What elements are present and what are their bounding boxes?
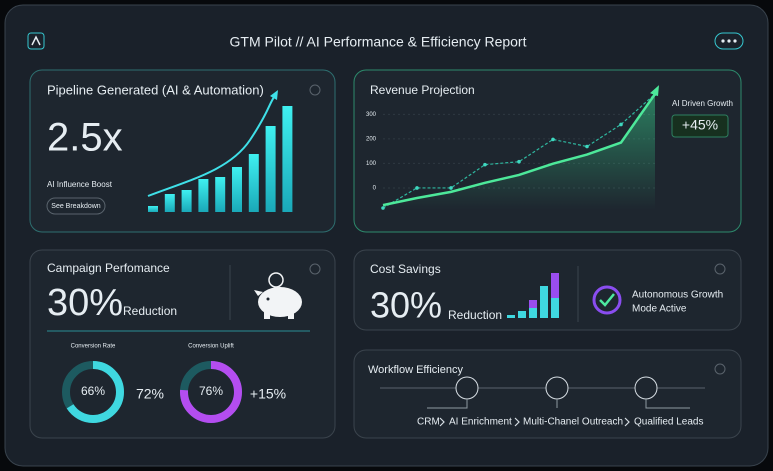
flow-chevrons <box>439 417 630 427</box>
menu-button[interactable] <box>714 32 744 50</box>
point <box>449 186 453 190</box>
y-tick-label: 200 <box>366 136 377 142</box>
bar <box>265 126 276 212</box>
flow-step: Multi-Chanel Outreach <box>523 417 623 428</box>
bar <box>181 190 192 212</box>
flow-step: CRM <box>417 417 440 428</box>
kpi-subtitle: AI Influence Boost <box>47 180 113 189</box>
bar <box>164 194 175 212</box>
status-text: Mode Active <box>632 304 687 315</box>
badge <box>671 114 729 138</box>
donut-arc <box>180 361 242 423</box>
menu-dot <box>727 39 731 43</box>
panel-title: Pipeline Generated (AI & Automation) <box>47 82 264 97</box>
bar <box>198 179 209 212</box>
trend-arrow <box>270 90 278 100</box>
flow-step: Qualified Leads <box>634 417 704 428</box>
donut-value: 66% <box>81 384 105 398</box>
status-text: Autonomous Growth <box>632 290 723 301</box>
bar <box>518 311 526 318</box>
point <box>619 122 623 127</box>
donut-label: Conversion Rate <box>71 344 116 350</box>
bar <box>248 154 259 212</box>
page-title: GTM Pilot // AI Performance & Efficiency… <box>230 34 527 50</box>
line <box>382 93 656 209</box>
bar <box>148 206 158 212</box>
trend-line <box>147 93 277 197</box>
kpi-unit: Reduction <box>123 304 177 318</box>
y-tick-label: 300 <box>366 112 377 118</box>
button[interactable] <box>46 197 106 215</box>
area <box>383 94 655 210</box>
panel-title: Revenue Projection <box>370 83 475 97</box>
donut-arc <box>62 361 124 423</box>
piggy-icon <box>254 272 302 319</box>
donut-value: 76% <box>199 384 223 398</box>
status-ring <box>592 285 622 315</box>
panel-title: Workflow Efficiency <box>368 364 463 376</box>
point <box>381 206 385 210</box>
menu-dot <box>721 39 725 43</box>
badge-value: +45% <box>682 117 718 133</box>
y-tick-label: 0 <box>373 186 377 192</box>
bar <box>215 177 226 212</box>
bar <box>529 308 537 318</box>
kpi-value: 2.5x <box>47 116 123 160</box>
line <box>382 93 657 207</box>
kpi-value: 30% <box>370 285 442 326</box>
info-icons <box>309 84 726 375</box>
bar <box>529 300 537 308</box>
badge-title: AI Driven Growth <box>672 99 733 108</box>
bar <box>540 286 548 318</box>
bar <box>232 167 242 212</box>
point <box>517 159 521 164</box>
point <box>415 186 419 190</box>
kpi-value: 30% <box>47 282 123 324</box>
bar <box>507 315 515 318</box>
flow-nodes <box>455 376 658 400</box>
logo <box>27 32 45 50</box>
flow-connectors <box>427 399 690 409</box>
bar <box>282 106 293 212</box>
flow-step: AI Enrichment <box>449 417 512 428</box>
donut-label: Conversion Uplift <box>188 344 234 350</box>
donut-side: 72% <box>136 386 164 402</box>
bar <box>551 298 559 318</box>
menu-dot <box>733 39 737 43</box>
y-tick-label: 100 <box>366 161 377 167</box>
logo-icon <box>31 35 41 46</box>
bar <box>551 273 559 298</box>
button-label: See Breakdown <box>51 203 101 210</box>
point <box>483 162 487 167</box>
kpi-unit: Reduction <box>448 308 502 322</box>
panel-title: Cost Savings <box>370 262 441 276</box>
check-icon <box>599 293 615 307</box>
arrow <box>650 85 659 97</box>
point <box>585 144 589 149</box>
point <box>551 137 555 142</box>
panel <box>29 249 336 439</box>
panel-title: Campaign Perfomance <box>47 261 170 275</box>
donut-side: +15% <box>250 386 286 402</box>
